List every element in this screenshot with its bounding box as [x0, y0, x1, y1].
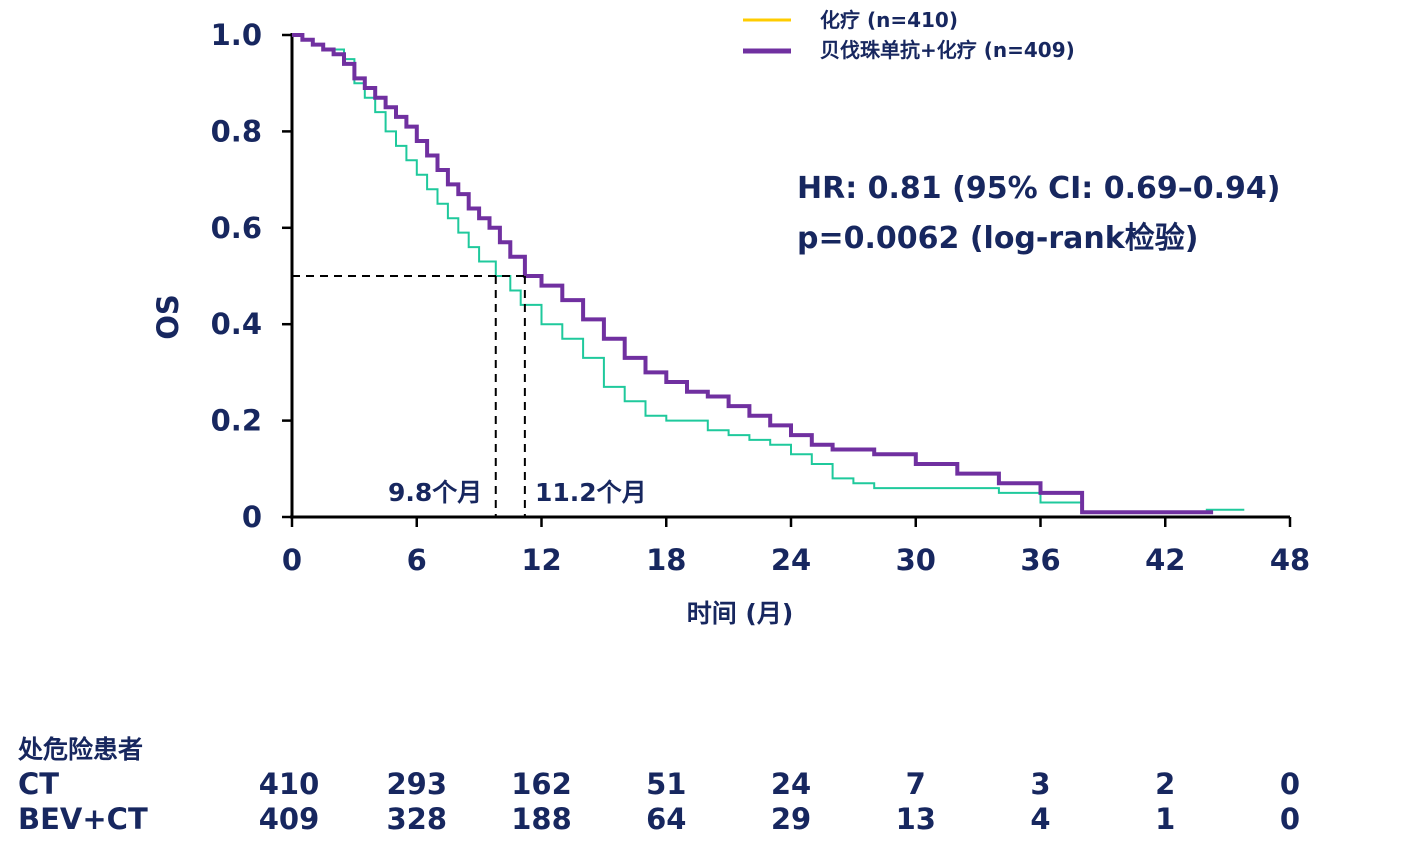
median-label-ct: 9.8个月 — [388, 478, 482, 507]
legend: 化疗 (n=410) 贝伐珠单抗+化疗 (n=409) — [743, 8, 1075, 62]
y-axis-label: OS — [151, 294, 185, 340]
risk-cell: 24 — [771, 767, 811, 801]
risk-cell: 3 — [1030, 767, 1050, 801]
axis-ticks: 0 6 12 18 24 30 36 42 48 0 0.2 0.4 0.6 0.8 1.0 — [211, 18, 1311, 577]
risk-cell: 0 — [1280, 767, 1300, 801]
risk-cell: 51 — [646, 767, 686, 801]
x-axis-label: 时间 (月) — [687, 599, 794, 628]
x-tick-label-12: 12 — [521, 543, 561, 577]
risk-cell: 1 — [1155, 802, 1175, 836]
legend-label-bev: 贝伐珠单抗+化疗 (n=409) — [820, 38, 1075, 62]
legend-label-ct: 化疗 (n=410) — [820, 8, 958, 32]
x-tick-label-6: 6 — [407, 543, 427, 577]
y-tick-label-0: 0 — [242, 500, 262, 534]
survival-curve-bev — [292, 33, 1214, 515]
risk-cell: 409 — [259, 802, 320, 836]
y-tick-label-0.8: 0.8 — [211, 114, 262, 148]
x-tick-label-42: 42 — [1145, 543, 1185, 577]
risk-cell: 64 — [646, 802, 686, 836]
risk-cell: 4 — [1030, 802, 1050, 836]
x-tick-label-48: 48 — [1270, 543, 1310, 577]
risk-cell: 188 — [511, 802, 572, 836]
risk-cell: 410 — [259, 767, 320, 801]
p-value-annotation: p=0.0062 (log-rank检验) — [797, 221, 1198, 256]
median-label-bev: 11.2个月 — [535, 478, 647, 507]
risk-row-label-1: BEV+CT — [18, 802, 148, 836]
risk-row-label-0: CT — [18, 767, 59, 801]
y-tick-label-1: 1.0 — [211, 18, 262, 52]
y-tick-label-0.6: 0.6 — [211, 211, 262, 245]
risk-cell: 0 — [1280, 802, 1300, 836]
risk-cell: 328 — [386, 802, 447, 836]
risk-cell: 29 — [771, 802, 811, 836]
risk-cell: 7 — [906, 767, 926, 801]
y-tick-label-0.4: 0.4 — [211, 307, 262, 341]
median-markers — [292, 275, 526, 517]
x-tick-label-30: 30 — [896, 543, 936, 577]
y-tick-label-0.2: 0.2 — [211, 404, 262, 438]
risk-cell: 293 — [386, 767, 447, 801]
x-tick-label-18: 18 — [646, 543, 686, 577]
risk-cell: 2 — [1155, 767, 1175, 801]
risk-cell: 13 — [896, 802, 936, 836]
x-tick-label-36: 36 — [1020, 543, 1060, 577]
survival-curve-ct — [292, 34, 1245, 514]
risk-cell: 162 — [511, 767, 572, 801]
risk-table-header: 处危险患者 — [17, 735, 143, 764]
hr-annotation: HR: 0.81 (95% CI: 0.69–0.94) — [797, 171, 1280, 206]
x-tick-label-0: 0 — [282, 543, 302, 577]
x-tick-label-24: 24 — [771, 543, 811, 577]
survival-curves — [292, 33, 1245, 515]
